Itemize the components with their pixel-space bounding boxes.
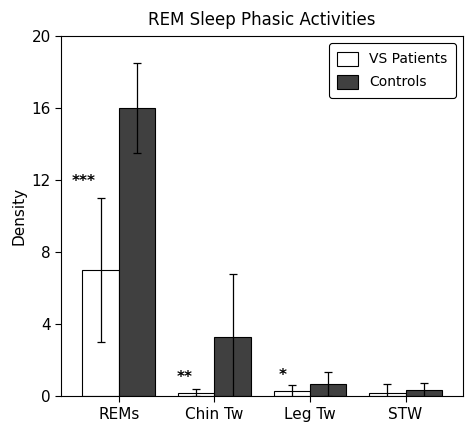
- Legend: VS Patients, Controls: VS Patients, Controls: [329, 43, 456, 98]
- Bar: [406, 390, 442, 397]
- Bar: [178, 393, 214, 397]
- Text: *: *: [278, 368, 286, 383]
- Text: **: **: [177, 370, 193, 385]
- Bar: [369, 393, 406, 397]
- Bar: [82, 270, 119, 397]
- Bar: [310, 384, 346, 397]
- Text: ***: ***: [72, 174, 95, 189]
- Bar: [119, 108, 155, 397]
- Bar: [214, 337, 251, 397]
- Y-axis label: Density: Density: [11, 187, 26, 246]
- Bar: [273, 391, 310, 397]
- Title: REM Sleep Phasic Activities: REM Sleep Phasic Activities: [148, 11, 376, 29]
